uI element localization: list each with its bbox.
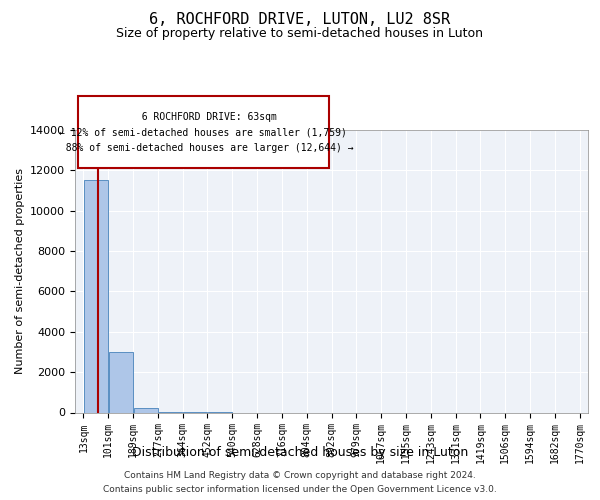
Text: 6, ROCHFORD DRIVE, LUTON, LU2 8SR: 6, ROCHFORD DRIVE, LUTON, LU2 8SR [149,12,451,28]
Text: Size of property relative to semi-detached houses in Luton: Size of property relative to semi-detach… [116,28,484,40]
Bar [134,408,158,412]
Bar [84,180,108,412]
Bar [109,352,133,412]
Y-axis label: Number of semi-detached properties: Number of semi-detached properties [14,168,25,374]
Text: Contains public sector information licensed under the Open Government Licence v3: Contains public sector information licen… [103,484,497,494]
Text: Contains HM Land Registry data © Crown copyright and database right 2024.: Contains HM Land Registry data © Crown c… [124,472,476,480]
Text: Distribution of semi-detached houses by size in Luton: Distribution of semi-detached houses by … [132,446,468,459]
Text: 6 ROCHFORD DRIVE: 63sqm
← 12% of semi-detached houses are smaller (1,759)
  88% : 6 ROCHFORD DRIVE: 63sqm ← 12% of semi-de… [53,112,353,153]
